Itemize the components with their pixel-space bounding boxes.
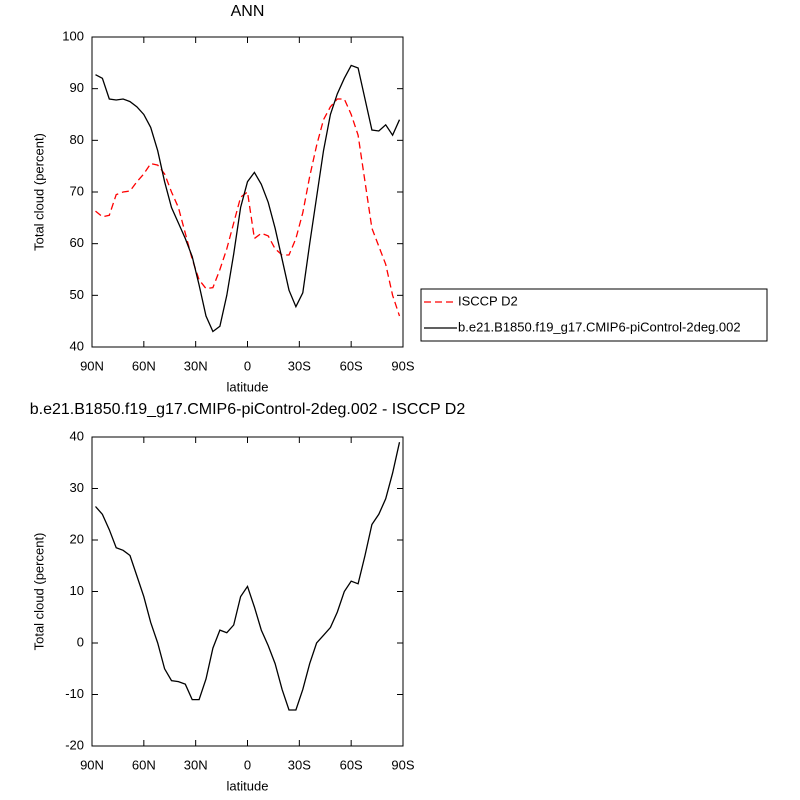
chart-title: b.e21.B1850.f19_g17.CMIP6-piControl-2deg… xyxy=(30,401,466,418)
data-line xyxy=(95,442,401,711)
y-tick-label: 0 xyxy=(77,634,84,649)
y-axis-label: Total cloud (percent) xyxy=(31,533,46,651)
y-tick-label: 20 xyxy=(70,531,84,546)
legend-box xyxy=(420,288,768,342)
x-tick-label: 60N xyxy=(132,358,156,373)
data-line xyxy=(95,64,401,333)
y-tick-label: 40 xyxy=(70,338,84,353)
plot-frame xyxy=(91,36,404,348)
y-tick-label: -20 xyxy=(65,737,84,752)
x-tick-label: 90N xyxy=(80,358,104,373)
y-tick-label: 40 xyxy=(70,428,84,443)
legend-label: b.e21.B1850.f19_g17.CMIP6-piControl-2deg… xyxy=(458,319,741,334)
y-tick-label: 90 xyxy=(70,80,84,95)
plot-frame xyxy=(91,436,404,747)
x-tick-label: 0 xyxy=(244,757,251,772)
x-tick-label: 0 xyxy=(244,358,251,373)
y-tick-label: 10 xyxy=(70,583,84,598)
x-tick-label: 60S xyxy=(340,757,363,772)
x-tick-label: 30S xyxy=(288,757,311,772)
y-tick-label: 100 xyxy=(62,28,84,43)
x-tick-label: 90S xyxy=(391,757,414,772)
data-line xyxy=(95,98,401,317)
y-tick-label: 80 xyxy=(70,132,84,147)
chart-title: ANN xyxy=(231,3,265,20)
x-tick-label: 30N xyxy=(184,757,208,772)
x-tick-label: 90N xyxy=(80,757,104,772)
y-tick-label: 30 xyxy=(70,480,84,495)
x-tick-label: 90S xyxy=(391,358,414,373)
y-tick-label: 50 xyxy=(70,287,84,302)
y-axis-label: Total cloud (percent) xyxy=(31,133,46,251)
x-axis-label: latitude xyxy=(227,778,269,793)
x-axis-label: latitude xyxy=(227,379,269,394)
legend-label: ISCCP D2 xyxy=(458,293,518,308)
x-tick-label: 60S xyxy=(340,358,363,373)
y-tick-label: 70 xyxy=(70,183,84,198)
x-tick-label: 30N xyxy=(184,358,208,373)
y-tick-label: 60 xyxy=(70,235,84,250)
y-tick-label: -10 xyxy=(65,686,84,701)
x-tick-label: 60N xyxy=(132,757,156,772)
x-tick-label: 30S xyxy=(288,358,311,373)
